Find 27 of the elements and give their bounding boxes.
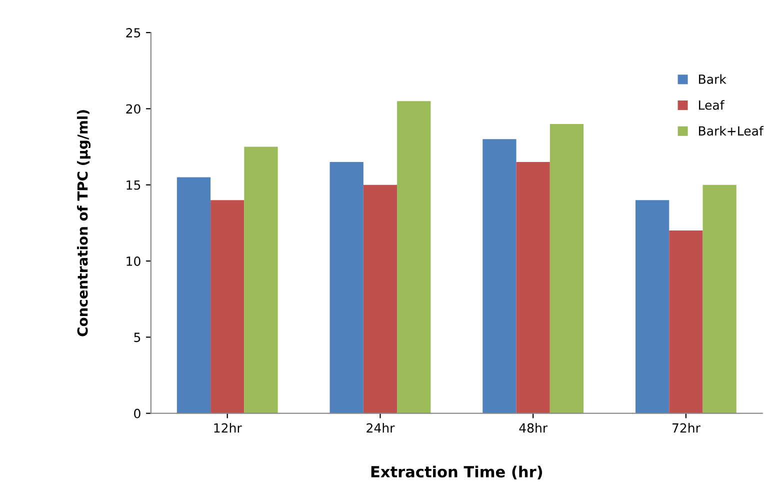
x-tick-label: 48hr: [519, 423, 548, 433]
y-tick-label: 10: [126, 256, 140, 266]
y-tick-label: 15: [126, 180, 140, 190]
bar: [482, 139, 516, 414]
bar: [210, 200, 244, 414]
y-tick-label: 25: [126, 28, 140, 38]
x-tick-label: 24hr: [366, 423, 395, 433]
y-tick-label: 0: [134, 408, 140, 418]
y-tick-label: 5: [134, 332, 140, 342]
bar: [636, 200, 670, 414]
x-tick-label: 72hr: [672, 423, 700, 433]
bar: [330, 162, 364, 414]
legend-label: Bark: [699, 74, 726, 84]
x-tick-label: 12hr: [214, 423, 242, 433]
bar: [363, 184, 398, 414]
bar: [397, 101, 431, 414]
bar: [244, 146, 278, 414]
legend-label: Bark+Leaf: [699, 126, 764, 136]
bar: [550, 124, 584, 414]
bar: [176, 177, 211, 414]
bar: [516, 162, 550, 414]
y-axis-title: Concentration of TPC (µg/ml): [77, 110, 91, 336]
x-axis-title: Extraction Time (hr): [371, 466, 542, 480]
legend-label: Leaf: [699, 100, 725, 110]
y-tick-label: 20: [126, 104, 140, 114]
bar: [702, 184, 736, 414]
bar: [669, 230, 703, 414]
